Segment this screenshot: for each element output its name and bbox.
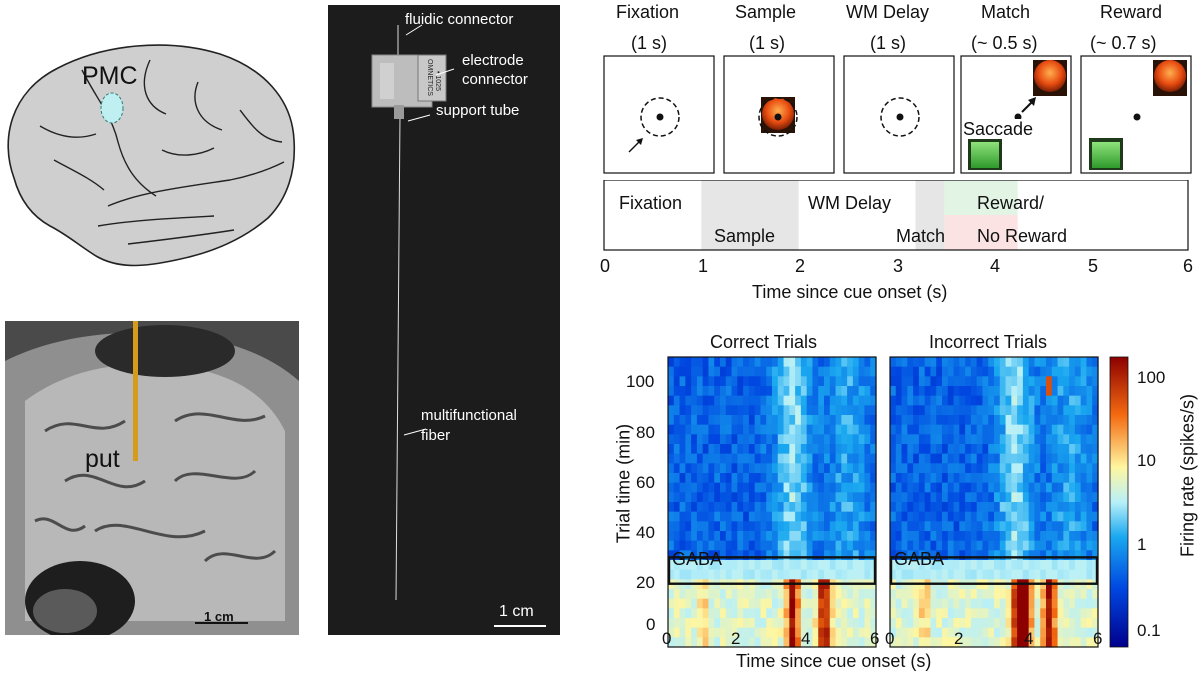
x-tick-p2-6: 6 [1093,629,1103,648]
timeline-xlabel: Time since cue onset (s) [752,282,948,302]
epoch-no-reward [944,215,1018,250]
cbar-tick-100: 100 [1137,368,1166,387]
gaba-band-1 [889,556,1099,585]
y-tick-20: 20 [636,573,655,592]
fiber-track [133,321,138,461]
timeline-delay-label: WM Delay [808,193,892,213]
putamen-label: put [85,445,120,473]
support-tube-label: support tube [436,102,520,119]
stage-duration-4: (~ 0.7 s) [1090,33,1157,53]
mri-scale-label: 1 cm [204,609,234,624]
timeline-panel: Fixation Sample WM Delay Match Reward/ N… [600,180,1200,305]
heatmap-chart [667,356,1129,648]
timeline-tick-3: 3 [893,256,904,276]
heatmap-frame-0 [667,356,877,648]
electrode-connector-label-1: electrode [462,52,524,69]
gaba-label-incorrect: GABA [894,549,945,569]
heatmap-panel: Correct Trials Incorrect Trials 100 80 6… [600,325,1200,681]
timeline-tick-5: 5 [1088,256,1099,276]
screen-fixation [603,55,715,174]
y-tick-0: 0 [646,615,656,634]
x-tick-p2-0: 0 [885,629,895,648]
timeline-tick-0: 0 [600,256,611,276]
task-screens [603,55,1192,174]
cbar-tick-1: 1 [1137,535,1147,554]
timeline-sample-label: Sample [714,226,776,246]
colorbar-label: Firing rate (spikes/s) [1177,393,1198,558]
heatmap-frame-1 [889,356,1099,648]
cbar-tick-0-1: 0.1 [1137,621,1161,640]
stage-name-3: Match [981,2,1031,22]
x-tick-p2-4: 4 [1024,629,1034,648]
epoch-reward [944,180,1018,215]
timeline-frame [603,180,1189,251]
screen-match [960,55,1072,174]
y-tick-60: 60 [636,473,655,492]
stage-duration-2: (1 s) [870,33,906,53]
x-tick-p1-0: 0 [662,629,672,648]
mri-image [5,321,299,635]
stage-duration-3: (~ 0.5 s) [971,33,1038,53]
epoch-match [915,180,945,250]
device-scale-label: 1 cm [499,603,534,620]
timeline-chart [603,180,1189,251]
colorbar [1109,356,1129,648]
timeline-tick-1: 1 [698,256,709,276]
panel-title-correct: Correct Trials [710,332,818,352]
task-panel: Fixation (1 s) Sample (1 s) WM Delay (1 … [600,0,1200,180]
y-tick-40: 40 [636,523,655,542]
brain-schematic [7,44,296,267]
brain-panel: PMC [0,30,300,290]
screen-sample [723,55,835,174]
y-axis-label: Trial time (min) [613,423,634,544]
stage-name-1: Sample [735,2,797,22]
gaba-band-0 [667,556,877,585]
stage-duration-1: (1 s) [749,33,785,53]
mri-panel: put 1 cm [5,321,299,635]
stage-name-0: Fixation [616,2,680,22]
timeline-tick-6: 6 [1183,256,1194,276]
y-tick-100: 100 [626,372,655,391]
pmc-marker [100,92,124,124]
cbar-tick-10: 10 [1137,451,1156,470]
mri-scale-bar [195,622,248,624]
y-tick-80: 80 [636,423,655,442]
device-scale-bar [494,625,546,627]
electrode-connector-label-2: connector [462,71,528,88]
timeline-match-label: Match [896,226,946,246]
x-tick-p1-2: 2 [731,629,741,648]
stage-name-4: Reward [1100,2,1163,22]
device-photo: OMNETICS • 1025 [371,24,546,627]
timeline-tick-4: 4 [990,256,1001,276]
chip-text-2: • 1025 [434,71,441,91]
gaba-label-correct: GABA [672,549,723,569]
timeline-reward-label: Reward/ [977,193,1045,213]
screen-delay [843,55,955,174]
fluidic-connector-label: fluidic connector [405,11,514,28]
stage-name-2: WM Delay [846,2,930,22]
screen-reward [1080,55,1192,174]
chip-text-1: OMNETICS [426,59,433,96]
x-axis-label: Time since cue onset (s) [736,651,932,671]
stage-duration-0: (1 s) [631,33,667,53]
timeline-no-reward-label: No Reward [977,226,1068,246]
panel-title-incorrect: Incorrect Trials [929,332,1048,352]
saccade-label: Saccade [963,119,1034,139]
pmc-label: PMC [82,62,138,90]
x-tick-p1-4: 4 [801,629,811,648]
multifunctional-fiber-label-1: multifunctional [421,407,517,424]
device-panel: OMNETICS • 1025 fluidic connector electr… [328,5,560,635]
x-tick-p2-2: 2 [954,629,964,648]
x-tick-p1-6: 6 [870,629,880,648]
timeline-fixation-label: Fixation [619,193,683,213]
epoch-sample [701,180,799,250]
multifunctional-fiber-label-2: fiber [421,427,451,444]
timeline-tick-2: 2 [795,256,806,276]
